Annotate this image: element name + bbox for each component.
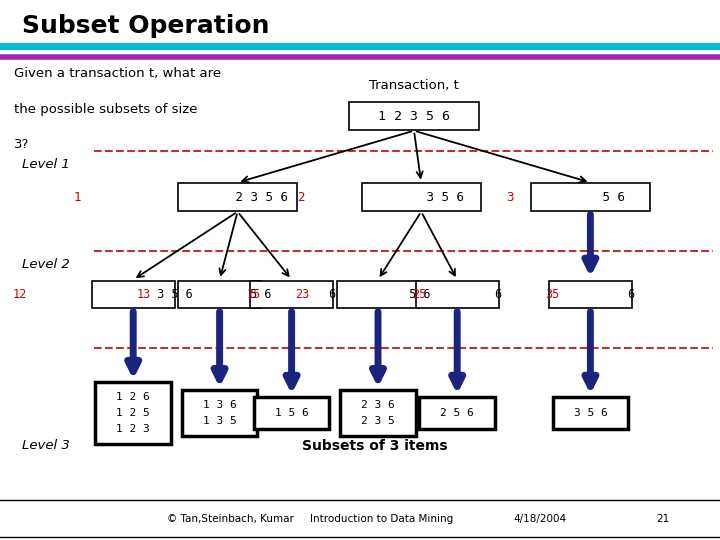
Text: 4/18/2004: 4/18/2004: [513, 515, 567, 524]
Text: 3 5 6: 3 5 6: [419, 191, 464, 204]
Text: Level 2: Level 2: [22, 258, 69, 271]
Text: 5 6: 5 6: [243, 288, 271, 301]
Text: 2 3 6: 2 3 6: [361, 400, 395, 410]
Text: Subsets of 3 items: Subsets of 3 items: [302, 438, 447, 453]
FancyBboxPatch shape: [531, 183, 649, 211]
Text: 3 5 6: 3 5 6: [574, 408, 607, 418]
Text: Subset Operation: Subset Operation: [22, 14, 269, 37]
Text: 2 3 5: 2 3 5: [361, 416, 395, 426]
Text: 6: 6: [323, 288, 337, 301]
Text: 35: 35: [545, 288, 559, 301]
FancyBboxPatch shape: [337, 281, 419, 308]
Text: Level 1: Level 1: [22, 158, 69, 171]
Text: Transaction, t: Transaction, t: [369, 79, 459, 92]
Text: © Tan,Steinbach, Kumar: © Tan,Steinbach, Kumar: [167, 515, 294, 524]
FancyBboxPatch shape: [251, 281, 333, 308]
Text: 2: 2: [297, 191, 305, 204]
Text: 25: 25: [412, 288, 426, 301]
Text: 1: 1: [73, 191, 81, 204]
Text: 1 2 3: 1 2 3: [117, 424, 150, 434]
Text: 6: 6: [621, 288, 636, 301]
FancyBboxPatch shape: [361, 183, 481, 211]
Text: 1 2 5: 1 2 5: [117, 408, 150, 418]
Text: Level 3: Level 3: [22, 439, 69, 452]
FancyBboxPatch shape: [553, 397, 628, 429]
Text: 23: 23: [295, 288, 309, 301]
FancyBboxPatch shape: [419, 397, 495, 429]
Text: 3: 3: [506, 191, 514, 204]
FancyBboxPatch shape: [254, 397, 330, 429]
FancyBboxPatch shape: [181, 390, 258, 436]
Text: the possible subsets of size: the possible subsets of size: [14, 103, 198, 116]
Text: 5 6: 5 6: [402, 288, 430, 301]
Text: Introduction to Data Mining: Introduction to Data Mining: [310, 515, 453, 524]
FancyBboxPatch shape: [95, 382, 171, 444]
Text: 2 3 5 6: 2 3 5 6: [228, 191, 288, 204]
FancyBboxPatch shape: [549, 281, 632, 308]
Text: 1 5 6: 1 5 6: [275, 408, 308, 418]
Text: 1 2 3 5 6: 1 2 3 5 6: [378, 110, 450, 123]
Text: 2 5 6: 2 5 6: [441, 408, 474, 418]
Text: 12: 12: [12, 288, 27, 301]
FancyBboxPatch shape: [341, 390, 416, 436]
Text: 6: 6: [488, 288, 503, 301]
Text: 1 2 6: 1 2 6: [117, 392, 150, 402]
Text: 3?: 3?: [14, 138, 30, 151]
Text: Given a transaction t, what are: Given a transaction t, what are: [14, 68, 222, 80]
Text: 15: 15: [246, 288, 261, 301]
FancyBboxPatch shape: [416, 281, 498, 308]
Text: 1 3 5: 1 3 5: [203, 416, 236, 426]
FancyBboxPatch shape: [179, 281, 261, 308]
Text: 21: 21: [656, 515, 669, 524]
FancyBboxPatch shape: [349, 102, 479, 130]
Text: 3 5 6: 3 5 6: [150, 288, 192, 301]
FancyBboxPatch shape: [179, 183, 297, 211]
Text: 1 3 6: 1 3 6: [203, 400, 236, 410]
FancyBboxPatch shape: [92, 281, 174, 308]
Text: 5 6: 5 6: [595, 191, 626, 204]
Text: 13: 13: [137, 288, 150, 301]
